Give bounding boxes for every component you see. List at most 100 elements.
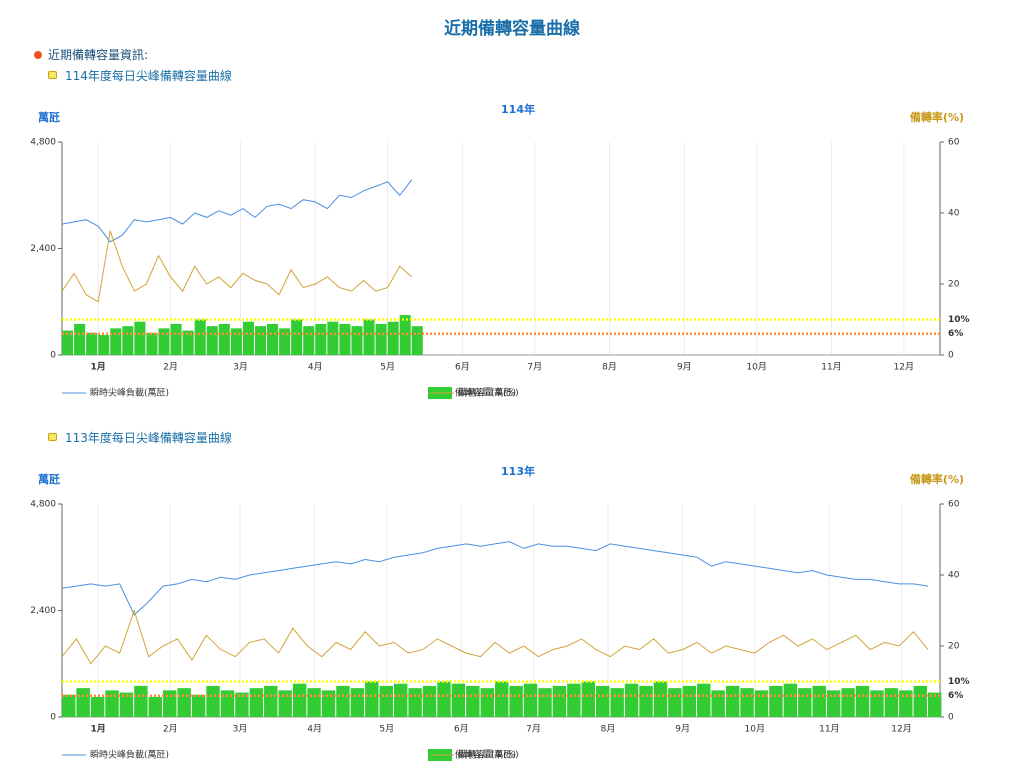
legend-label: 瞬時尖峰負載(萬瓩) [90, 749, 169, 761]
bar [668, 688, 682, 717]
page-title: 近期備轉容量曲線 [444, 19, 580, 39]
bar [86, 332, 98, 355]
bar [812, 685, 826, 717]
y-tick-label: 4,800 [30, 138, 56, 148]
x-tick-label: 9月 [675, 724, 690, 735]
bar [292, 683, 307, 717]
bar [90, 697, 105, 717]
bar [242, 321, 254, 355]
bar [422, 685, 437, 717]
bar [351, 326, 363, 355]
y-tick-label: 4,800 [30, 500, 56, 510]
y-tick-label: 0 [50, 351, 56, 361]
x-tick-label: 7月 [526, 724, 541, 735]
bar [110, 328, 122, 355]
bar [134, 685, 148, 717]
section-text[interactable]: 114年度每日尖峰備轉容量曲線 [65, 69, 232, 83]
x-tick-label: 11月 [821, 362, 841, 373]
bar [451, 683, 466, 717]
bar [870, 690, 884, 717]
bar [62, 330, 74, 355]
bar [278, 690, 292, 717]
bar [899, 690, 913, 717]
bar [841, 688, 855, 717]
x-tick-label: 10月 [745, 724, 765, 735]
bar [466, 685, 480, 717]
bar [191, 694, 206, 717]
line [61, 230, 413, 303]
bar [769, 685, 783, 717]
bar [170, 323, 182, 355]
bar [98, 335, 110, 355]
bar [291, 319, 303, 355]
reference-label: 6% [948, 329, 963, 339]
reference-label: 6% [948, 691, 963, 701]
bar [62, 694, 76, 717]
bar [913, 685, 927, 717]
bar [884, 688, 899, 717]
info-text: 近期備轉容量資訊: [48, 48, 149, 62]
bar [307, 688, 321, 717]
bar [567, 683, 581, 717]
x-tick-label: 5月 [380, 362, 395, 373]
y2-axis-label: 備轉率(%) [910, 472, 964, 486]
bar [279, 328, 291, 355]
bar [163, 690, 177, 717]
bar [105, 690, 119, 717]
bar [725, 685, 740, 717]
section-item[interactable]: 113年度每日尖峰備轉容量曲線 [48, 429, 232, 446]
legend-label: 備轉容量率(%) [458, 749, 519, 761]
bar [235, 692, 249, 717]
bar [711, 690, 725, 717]
line [61, 179, 413, 243]
bar [798, 688, 812, 717]
y2-tick-label: 0 [948, 713, 954, 723]
y2-tick-label: 60 [948, 500, 960, 510]
bar [596, 685, 610, 717]
bar [363, 319, 375, 355]
bar [682, 685, 697, 717]
legend-label: 瞬時尖峰負載(萬瓩) [90, 387, 169, 399]
y2-axis-label: 備轉率(%) [910, 110, 964, 124]
bar [523, 683, 538, 717]
x-tick-label: 7月 [527, 362, 542, 373]
bar [148, 697, 163, 717]
y2-tick-label: 60 [948, 138, 960, 148]
bar [327, 321, 339, 355]
section-text[interactable]: 113年度每日尖峰備轉容量曲線 [65, 431, 232, 445]
bar [624, 683, 639, 717]
section-item[interactable]: 114年度每日尖峰備轉容量曲線 [48, 67, 232, 84]
line [61, 608, 929, 665]
bar [379, 685, 393, 717]
x-tick-label: 1月 [91, 362, 106, 373]
bar [538, 688, 552, 717]
bar [220, 690, 235, 717]
bar [339, 323, 351, 355]
bar [177, 688, 191, 717]
bar [249, 688, 264, 717]
chart-title: 113年 [501, 464, 535, 478]
bar [158, 328, 170, 355]
line [61, 541, 929, 616]
bar [315, 323, 327, 355]
bar [218, 323, 230, 355]
bar [375, 323, 387, 355]
bar [76, 688, 90, 717]
y-axis-label: 萬瓩 [38, 110, 60, 124]
bar [697, 683, 711, 717]
legend-label: 備轉容量(萬瓩) [455, 749, 516, 761]
bar [387, 321, 399, 355]
x-tick-label: 9月 [677, 362, 692, 373]
x-tick-label: 1月 [90, 724, 105, 735]
y-axis-label: 萬瓩 [38, 472, 60, 486]
bar [754, 690, 769, 717]
bar [610, 688, 624, 717]
x-tick-label: 12月 [894, 362, 914, 373]
bar [206, 685, 220, 717]
bar [267, 323, 279, 355]
x-tick-label: 4月 [307, 724, 322, 735]
x-tick-label: 3月 [233, 724, 248, 735]
x-tick-label: 10月 [746, 362, 766, 373]
